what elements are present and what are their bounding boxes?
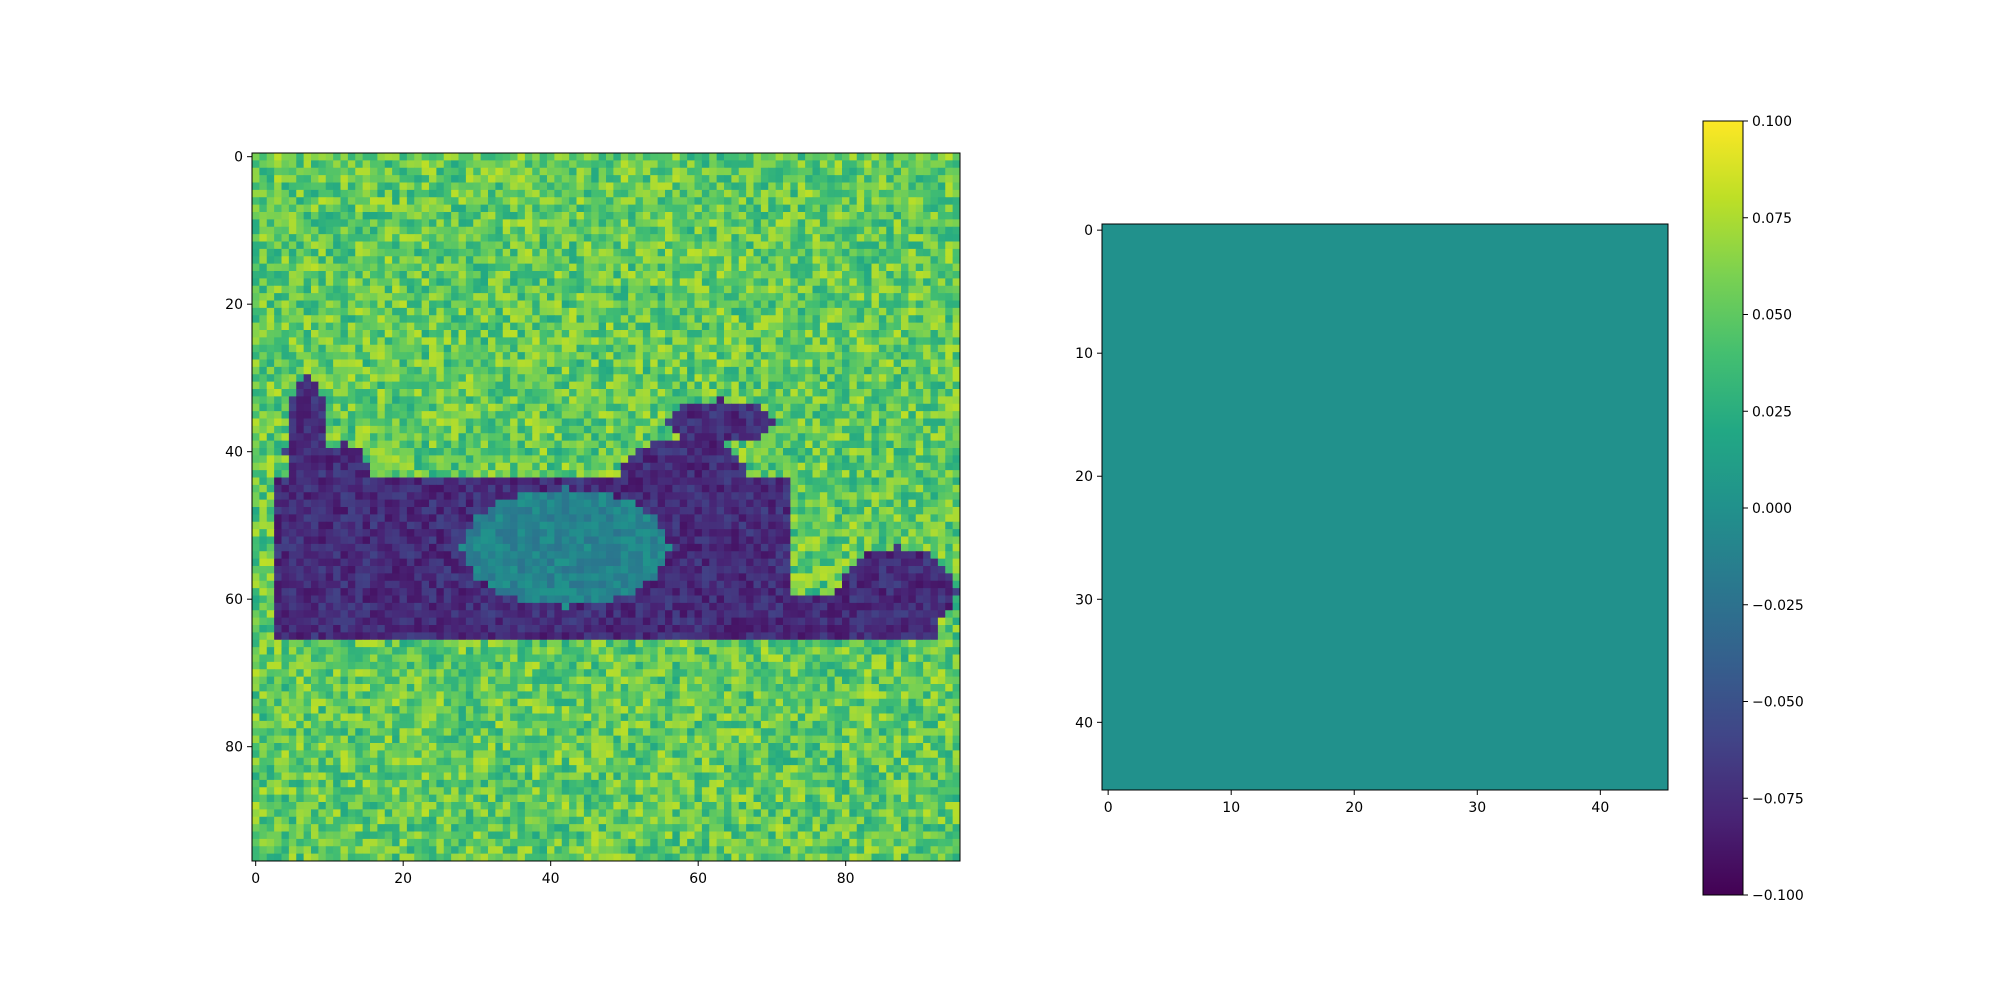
right-y-axis: 0 10 20 30 40	[1075, 223, 1102, 731]
left-x-axis: 0 20 40 60 80	[251, 861, 855, 887]
right-x-tick-label: 30	[1468, 800, 1486, 816]
colorbar-axis: 0.100 0.075 0.050 0.025 0.000 −0.025 −0.050 −0.…	[1743, 114, 1804, 904]
right-y-tick-label: 0	[1084, 223, 1093, 239]
right-y-tick-label: 20	[1075, 469, 1093, 485]
right-y-tick-label: 10	[1075, 346, 1093, 362]
colorbar-tick-label: −0.100	[1752, 888, 1804, 904]
left-heatmap: 0 20 40 60 80 0 20 40 60 80	[225, 150, 961, 887]
colorbar-tick-label: 0.000	[1752, 501, 1792, 517]
left-x-tick-label: 80	[837, 871, 855, 887]
right-heatmap: 0 10 20 30 40 0 10 20 30 40	[1075, 223, 1669, 816]
left-y-axis: 0 20 40 60 80	[225, 150, 252, 756]
left-y-tick-label: 40	[225, 445, 243, 461]
colorbar-tick-label: 0.075	[1752, 211, 1792, 227]
left-y-tick-label: 80	[225, 740, 243, 756]
right-x-axis: 0 10 20 30 40	[1104, 790, 1609, 816]
left-y-tick-label: 0	[234, 150, 243, 166]
left-x-tick-label: 60	[689, 871, 707, 887]
right-y-tick-label: 40	[1075, 715, 1093, 731]
colorbar-tick-label: −0.050	[1752, 695, 1804, 711]
right-x-tick-label: 20	[1345, 800, 1363, 816]
right-heatmap-image	[1102, 224, 1668, 790]
colorbar-gradient	[1703, 121, 1743, 895]
colorbar-tick-label: 0.100	[1752, 114, 1792, 130]
left-heatmap-image	[252, 153, 960, 861]
left-x-tick-label: 20	[394, 871, 412, 887]
left-y-tick-label: 20	[225, 297, 243, 313]
left-x-tick-label: 40	[542, 871, 560, 887]
left-x-tick-label: 0	[251, 871, 260, 887]
colorbar-tick-label: −0.075	[1752, 791, 1804, 807]
colorbar-tick-label: −0.025	[1752, 598, 1804, 614]
right-y-tick-label: 30	[1075, 592, 1093, 608]
right-x-tick-label: 40	[1591, 800, 1609, 816]
colorbar-tick-label: 0.050	[1752, 308, 1792, 324]
right-x-tick-label: 10	[1222, 800, 1240, 816]
left-y-tick-label: 60	[225, 592, 243, 608]
right-plot-frame	[1101, 223, 1669, 791]
left-plot-frame	[251, 152, 961, 862]
colorbar: 0.100 0.075 0.050 0.025 0.000 −0.025 −0.050 −0.…	[1702, 114, 1804, 904]
colorbar-tick-label: 0.025	[1752, 404, 1792, 420]
right-x-tick-label: 0	[1104, 800, 1113, 816]
